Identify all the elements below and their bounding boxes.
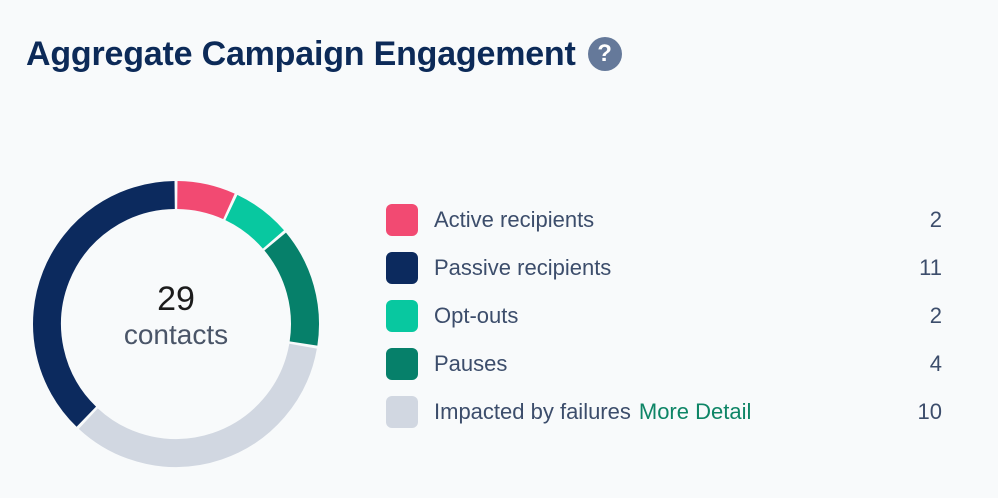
- help-icon[interactable]: ?: [587, 37, 622, 71]
- swatch-optouts: [386, 300, 418, 332]
- legend-row-failures: Impacted by failures More Detail 10: [386, 388, 946, 436]
- legend-label-optouts: Opt-outs: [434, 303, 519, 328]
- swatch-active: [386, 204, 418, 236]
- donut-total: 29: [157, 280, 195, 318]
- donut-segment-passive: [33, 181, 176, 427]
- page-title: Aggregate Campaign Engagement: [26, 34, 576, 73]
- donut-segment-failures: [78, 343, 317, 467]
- donut-svg: [33, 181, 319, 467]
- swatch-passive: [386, 252, 418, 284]
- swatch-failures: [386, 396, 418, 428]
- donut-chart: 29 contacts: [30, 178, 322, 470]
- legend-label-failures: Impacted by failures: [434, 399, 631, 424]
- header: Aggregate Campaign Engagement ?: [26, 30, 622, 78]
- legend-row-passive: Passive recipients 11: [386, 244, 946, 292]
- donut-segment-pauses: [264, 232, 319, 346]
- legend-value-failures: 10: [917, 399, 942, 424]
- donut-segment-active: [176, 181, 235, 220]
- legend-row-optouts: Opt-outs 2: [386, 292, 946, 340]
- legend-value-pauses: 4: [929, 351, 942, 376]
- donut-center: 29 contacts: [30, 178, 322, 470]
- donut-segment-optouts: [224, 194, 285, 249]
- legend-value-optouts: 2: [929, 303, 942, 328]
- legend: Active recipients 2 Passive recipients 1…: [386, 196, 946, 436]
- legend-label-passive: Passive recipients: [434, 255, 612, 280]
- more-detail-link[interactable]: More Detail: [638, 399, 752, 424]
- legend-row-active: Active recipients 2: [386, 196, 946, 244]
- legend-label-active: Active recipients: [434, 207, 595, 232]
- donut-unit: contacts: [123, 319, 229, 350]
- legend-value-active: 2: [929, 207, 942, 232]
- swatch-pauses: [386, 348, 418, 380]
- legend-label-pauses: Pauses: [434, 351, 508, 376]
- legend-value-passive: 11: [919, 255, 942, 280]
- legend-row-pauses: Pauses 4: [386, 340, 946, 388]
